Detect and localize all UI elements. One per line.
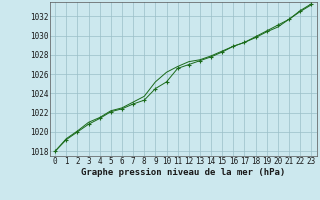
X-axis label: Graphe pression niveau de la mer (hPa): Graphe pression niveau de la mer (hPa) [81,168,285,177]
